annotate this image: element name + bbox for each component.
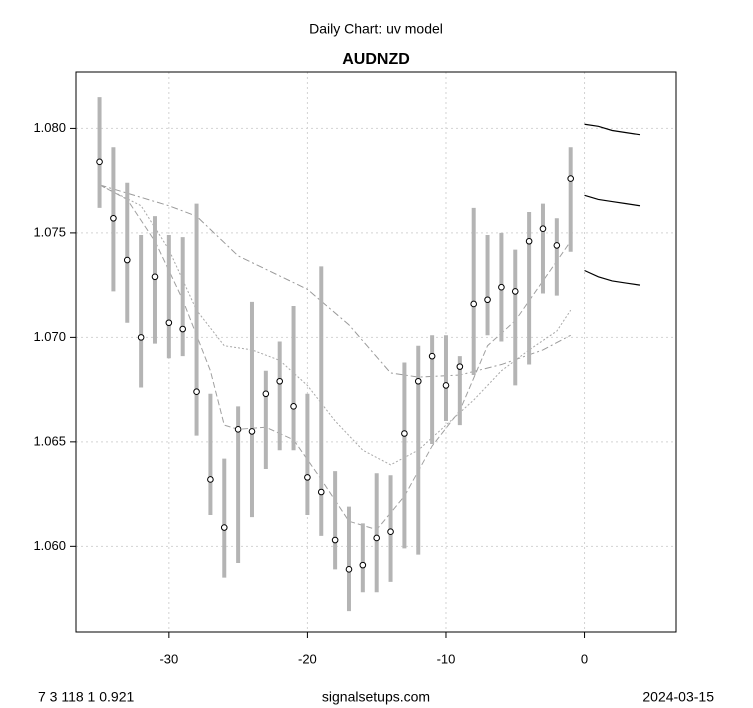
y-tick-label: 1.075 bbox=[33, 224, 66, 239]
close-point bbox=[151, 273, 159, 281]
close-point bbox=[553, 242, 561, 249]
footer-left: 7 3 118 1 0.921 bbox=[38, 689, 134, 705]
close-point bbox=[373, 534, 380, 542]
close-point bbox=[484, 296, 491, 304]
close-point bbox=[207, 476, 214, 483]
chart-subtitle: AUDNZD bbox=[342, 51, 410, 68]
average-line bbox=[99, 184, 572, 466]
close-point bbox=[345, 566, 353, 573]
y-tick-label: 1.070 bbox=[33, 329, 66, 344]
close-point bbox=[567, 175, 574, 182]
close-point bbox=[539, 225, 547, 233]
close-point bbox=[165, 319, 173, 327]
close-point bbox=[511, 288, 519, 295]
close-point bbox=[470, 300, 477, 308]
forecast-line bbox=[584, 123, 641, 136]
close-point bbox=[414, 377, 422, 385]
footer-center: signalsetups.com bbox=[322, 689, 430, 705]
close-point bbox=[387, 528, 394, 536]
close-point bbox=[96, 158, 103, 166]
x-tick-label: 0 bbox=[581, 651, 588, 666]
close-point bbox=[290, 403, 297, 410]
close-point bbox=[331, 536, 339, 544]
y-tick-label: 1.065 bbox=[33, 433, 66, 448]
close-point bbox=[428, 352, 436, 360]
close-point bbox=[276, 377, 283, 385]
close-point bbox=[498, 283, 505, 291]
close-point bbox=[262, 390, 270, 398]
close-point bbox=[179, 325, 186, 333]
close-point bbox=[193, 388, 200, 396]
close-point bbox=[123, 256, 131, 264]
x-tick-label: -10 bbox=[437, 651, 456, 666]
x-tick-label: -30 bbox=[159, 651, 178, 666]
close-point bbox=[359, 561, 367, 569]
chart-title: Daily Chart: uv model bbox=[309, 21, 443, 37]
close-point bbox=[456, 363, 464, 370]
close-point bbox=[220, 524, 228, 531]
x-tick-label: -20 bbox=[298, 651, 317, 666]
footer-right: 2024-03-15 bbox=[642, 689, 714, 705]
close-point bbox=[137, 334, 145, 341]
plot-frame bbox=[75, 71, 677, 633]
close-point bbox=[248, 428, 256, 435]
forecast-line bbox=[584, 269, 641, 286]
close-point bbox=[401, 430, 408, 437]
close-point bbox=[110, 214, 117, 222]
y-tick-label: 1.080 bbox=[33, 120, 66, 135]
close-point bbox=[304, 474, 311, 481]
close-point bbox=[234, 426, 242, 433]
close-point bbox=[525, 237, 533, 245]
forecast-line bbox=[584, 194, 641, 207]
close-point bbox=[317, 488, 325, 496]
y-tick-label: 1.060 bbox=[33, 538, 66, 553]
close-point bbox=[442, 382, 450, 389]
